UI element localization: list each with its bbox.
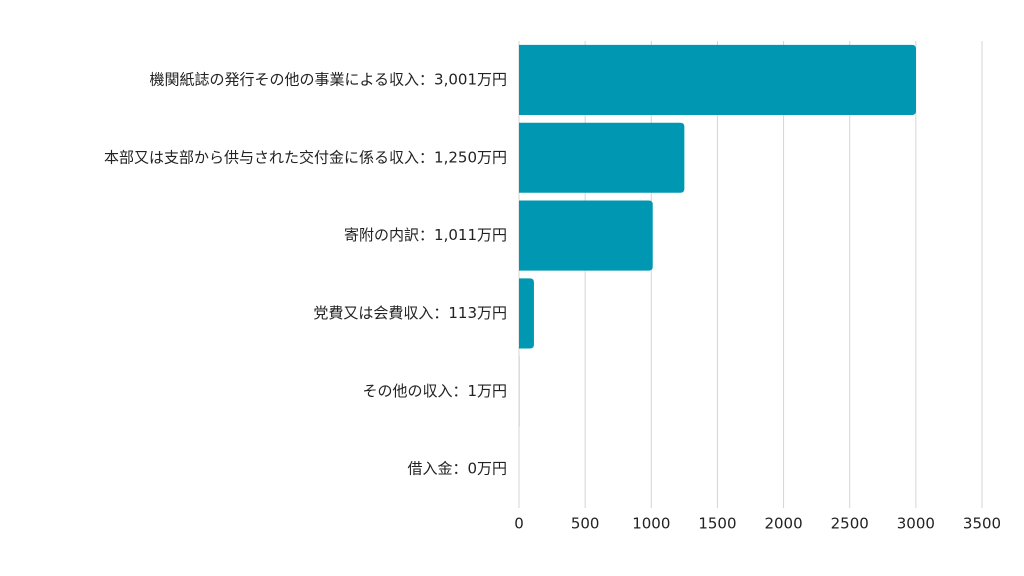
bar [519,44,916,115]
bar [519,200,653,271]
x-tick-label: 0 [514,515,524,533]
bar [519,122,685,193]
x-tick-label: 1000 [632,515,670,533]
y-tick-label: 寄附の内訳：1,011万円 [344,226,507,244]
x-tick-label: 500 [571,515,600,533]
y-tick-label: 本部又は支部から供与された交付金に係る収入：1,250万円 [104,148,507,166]
y-tick-label: 借入金：0万円 [407,460,507,478]
x-tick-label: 3000 [897,515,935,533]
x-tick-label: 3500 [963,515,1001,533]
bar [519,278,534,349]
x-tick-label: 2500 [831,515,869,533]
y-tick-label: その他の収入：1万円 [362,382,507,400]
y-tick-label: 機関紙誌の発行その他の事業による収入：3,001万円 [150,70,508,88]
y-tick-label: 党費又は会費収入：113万円 [313,304,507,322]
x-tick-label: 1500 [698,515,736,533]
x-tick-label: 2000 [764,515,802,533]
